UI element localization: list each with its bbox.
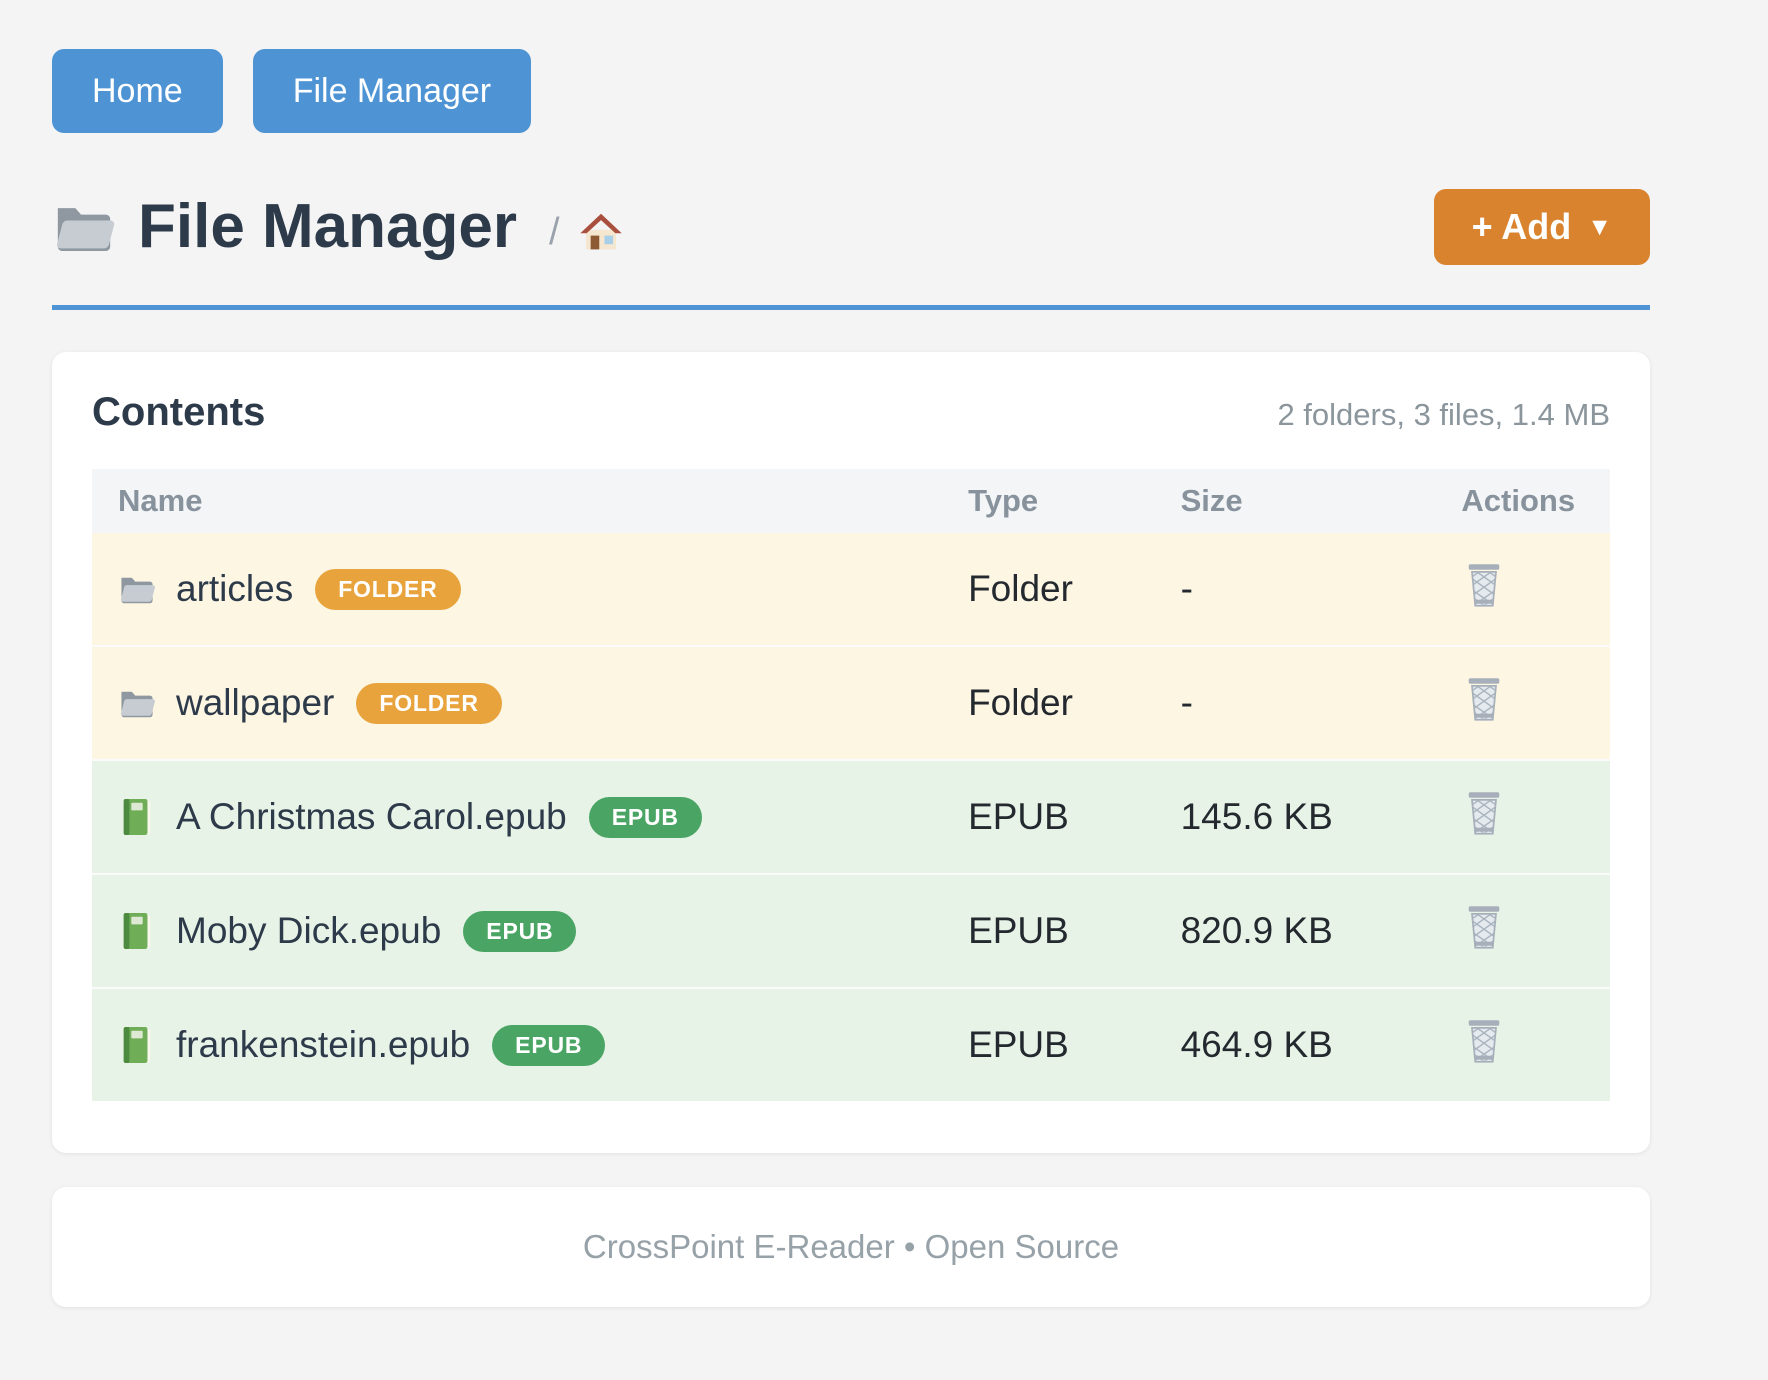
add-button-label: + Add — [1471, 206, 1572, 247]
column-header-name: Name — [92, 469, 943, 533]
chevron-down-icon: ▼ — [1587, 212, 1612, 241]
size-cell: - — [1180, 568, 1193, 609]
type-cell: EPUB — [968, 796, 1069, 837]
book-icon — [123, 1026, 151, 1064]
contents-summary: 2 folders, 3 files, 1.4 MB — [1277, 397, 1610, 432]
page: Home File Manager File Manager / + Add ▼… — [52, 0, 1650, 1307]
breadcrumb-separator: / — [549, 210, 560, 253]
contents-card: Contents 2 folders, 3 files, 1.4 MB Name… — [52, 352, 1650, 1153]
size-cell: 820.9 KB — [1180, 910, 1333, 951]
epub-badge: EPUB — [588, 796, 702, 838]
open-folder-icon — [56, 208, 115, 251]
file-manager-nav-button[interactable]: File Manager — [252, 49, 532, 133]
add-button[interactable]: + Add ▼ — [1433, 189, 1650, 265]
column-header-actions: Actions — [1435, 469, 1610, 533]
title-divider — [52, 305, 1650, 310]
trash-icon — [1461, 903, 1507, 951]
page-title: File Manager — [138, 192, 517, 261]
table-row[interactable]: articles FOLDER Folder - — [92, 533, 1610, 646]
contents-title: Contents — [92, 390, 266, 434]
column-header-type: Type — [942, 469, 1155, 533]
folder-icon — [120, 577, 155, 604]
page-header: File Manager / + Add ▼ — [52, 189, 1650, 265]
size-cell: 464.9 KB — [1180, 1024, 1333, 1065]
house-icon[interactable] — [578, 208, 624, 254]
delete-button[interactable] — [1461, 903, 1507, 951]
footer-text: CrossPoint E-Reader • Open Source — [582, 1228, 1120, 1265]
trash-icon — [1461, 561, 1507, 609]
delete-button[interactable] — [1461, 675, 1507, 723]
type-cell: EPUB — [968, 1024, 1069, 1065]
size-cell: 145.6 KB — [1180, 796, 1333, 837]
type-cell: Folder — [968, 682, 1073, 723]
delete-button[interactable] — [1461, 1017, 1507, 1065]
book-icon — [123, 912, 151, 950]
folder-badge: FOLDER — [315, 568, 461, 610]
epub-badge: EPUB — [492, 1024, 606, 1066]
book-icon — [123, 798, 151, 836]
epub-badge: EPUB — [463, 910, 577, 952]
table-row[interactable]: frankenstein.epub EPUB EPUB 464.9 KB — [92, 988, 1610, 1101]
file-link[interactable]: wallpaper — [176, 682, 335, 723]
delete-button[interactable] — [1461, 561, 1507, 609]
trash-icon — [1461, 1017, 1507, 1065]
file-link[interactable]: A Christmas Carol.epub — [176, 796, 567, 837]
type-cell: EPUB — [968, 910, 1069, 951]
file-link[interactable]: articles — [176, 568, 294, 609]
table-row[interactable]: Moby Dick.epub EPUB EPUB 820.9 KB — [92, 874, 1610, 988]
home-nav-button[interactable]: Home — [52, 49, 223, 133]
table-header-row: Name Type Size Actions — [92, 469, 1610, 533]
trash-icon — [1461, 789, 1507, 837]
trash-icon — [1461, 675, 1507, 723]
folder-icon — [120, 691, 155, 718]
top-nav: Home File Manager — [52, 49, 1650, 133]
file-link[interactable]: Moby Dick.epub — [176, 910, 442, 951]
size-cell: - — [1180, 682, 1193, 723]
table-row[interactable]: A Christmas Carol.epub EPUB EPUB 145.6 K… — [92, 760, 1610, 874]
footer: CrossPoint E-Reader • Open Source — [52, 1187, 1650, 1307]
file-table: Name Type Size Actions articles FOLDER F… — [92, 469, 1610, 1101]
delete-button[interactable] — [1461, 789, 1507, 837]
folder-badge: FOLDER — [356, 682, 502, 724]
file-link[interactable]: frankenstein.epub — [176, 1024, 471, 1065]
column-header-size: Size — [1154, 469, 1436, 533]
type-cell: Folder — [968, 568, 1073, 609]
table-row[interactable]: wallpaper FOLDER Folder - — [92, 646, 1610, 760]
